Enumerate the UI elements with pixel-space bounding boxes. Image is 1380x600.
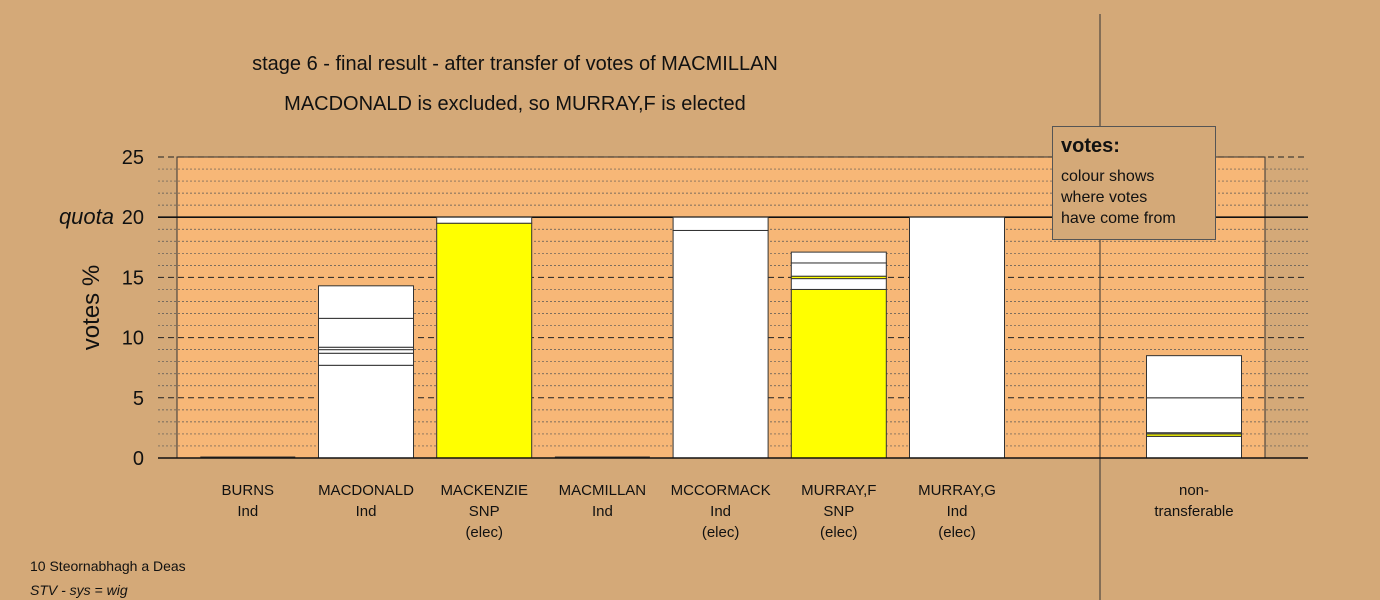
x-tick-label: MURRAY,G (918, 482, 996, 499)
x-tick-label: Ind (947, 503, 968, 520)
x-tick-label: Ind (356, 503, 377, 520)
chart-subtitle: MACDONALD is excluded, so MURRAY,F is el… (284, 93, 746, 115)
bar-segment (318, 364, 414, 459)
bar-segment (672, 216, 769, 231)
x-tick-label: MACMILLAN (559, 482, 647, 499)
bar-segment (1146, 435, 1242, 459)
y-tick-label: 0 (133, 448, 144, 470)
x-tick-label: MACKENZIE (440, 482, 528, 499)
x-tick-label: Ind (710, 503, 731, 520)
y-tick-label: 20 (122, 207, 144, 229)
bar-segment (1146, 397, 1242, 434)
bar-segment (436, 222, 533, 459)
bar-segment (318, 285, 414, 319)
x-tick-label: transferable (1154, 503, 1233, 520)
bar-segment (909, 216, 1005, 459)
chart-title: stage 6 - final result - after transfer … (252, 53, 778, 75)
bar-segment (790, 288, 887, 459)
bar-segment (318, 349, 414, 354)
y-tick-label: 15 (122, 267, 144, 289)
x-tick-label: SNP (469, 503, 500, 520)
x-tick-label: (elec) (702, 524, 740, 541)
legend-title: votes: (1061, 135, 1120, 157)
bar-segment (790, 262, 887, 277)
x-tick-label: non- (1179, 482, 1209, 499)
y-axis-label: votes % (78, 265, 105, 350)
legend-line: have come from (1061, 210, 1176, 227)
x-tick-label: Ind (592, 503, 613, 520)
bar-segment (790, 278, 887, 290)
y-tick-label: 10 (122, 328, 144, 350)
x-tick-label: MACDONALD (318, 482, 414, 499)
bar-segment (790, 251, 887, 264)
x-tick-label: SNP (823, 503, 854, 520)
bar-segment (1146, 355, 1242, 399)
x-tick-label: (elec) (938, 524, 976, 541)
system-label: STV - sys = wig (30, 582, 128, 598)
x-tick-label: Ind (237, 503, 258, 520)
y-tick-label: 5 (133, 388, 144, 410)
y-tick-label: 25 (122, 147, 144, 169)
bar-segment (436, 216, 533, 224)
constituency-label: 10 Steornabhagh a Deas (30, 558, 186, 574)
bar-segment (318, 352, 414, 366)
x-tick-label: BURNS (222, 482, 275, 499)
x-tick-label: (elec) (820, 524, 858, 541)
x-tick-label: (elec) (465, 524, 503, 541)
bar-segment (672, 229, 769, 459)
bar-segment (318, 317, 414, 348)
x-tick-label: MURRAY,F (801, 482, 876, 499)
x-tick-label: MCCORMACK (671, 482, 771, 499)
quota-label: quota (59, 204, 114, 229)
legend-line: where votes (1061, 189, 1148, 206)
legend: votes: colour shows where votes have com… (1052, 126, 1216, 240)
legend-line: colour shows (1061, 168, 1155, 185)
